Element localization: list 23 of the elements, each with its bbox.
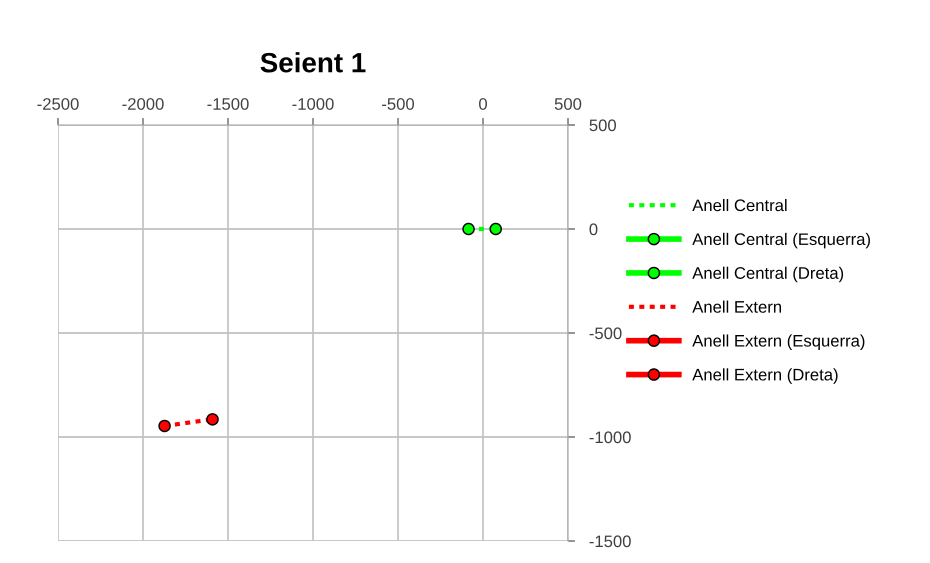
legend-label: Anell Central (Dreta) bbox=[692, 266, 844, 282]
y-tick-label: -500 bbox=[590, 327, 622, 340]
x-tick-label: 500 bbox=[554, 98, 582, 110]
y-tick-label: 500 bbox=[590, 119, 616, 132]
x-tick-label: -1500 bbox=[207, 98, 249, 110]
legend-label: Anell Central bbox=[692, 198, 787, 212]
x-tick-label: -500 bbox=[382, 98, 414, 110]
chart-title: Seient 1 bbox=[260, 52, 366, 72]
point bbox=[206, 413, 219, 426]
x-tick-label: -2000 bbox=[122, 98, 164, 110]
legend-label: Anell Central (Esquerra) bbox=[692, 232, 870, 248]
legend-label: Anell Extern (Dreta) bbox=[692, 368, 838, 384]
x-tick-label: -2500 bbox=[37, 98, 79, 110]
y-tick-label: 0 bbox=[589, 223, 598, 236]
point bbox=[158, 420, 171, 432]
x-tick-label: -1000 bbox=[292, 98, 334, 110]
x-tick-label: 0 bbox=[479, 98, 487, 110]
point bbox=[490, 222, 502, 236]
point bbox=[462, 222, 475, 236]
y-tick-label: -1500 bbox=[590, 535, 631, 548]
legend-label: Anell Extern bbox=[692, 300, 782, 313]
y-tick-label: -1000 bbox=[590, 431, 631, 444]
legend-label: Anell Extern (Esquerra) bbox=[692, 334, 864, 350]
